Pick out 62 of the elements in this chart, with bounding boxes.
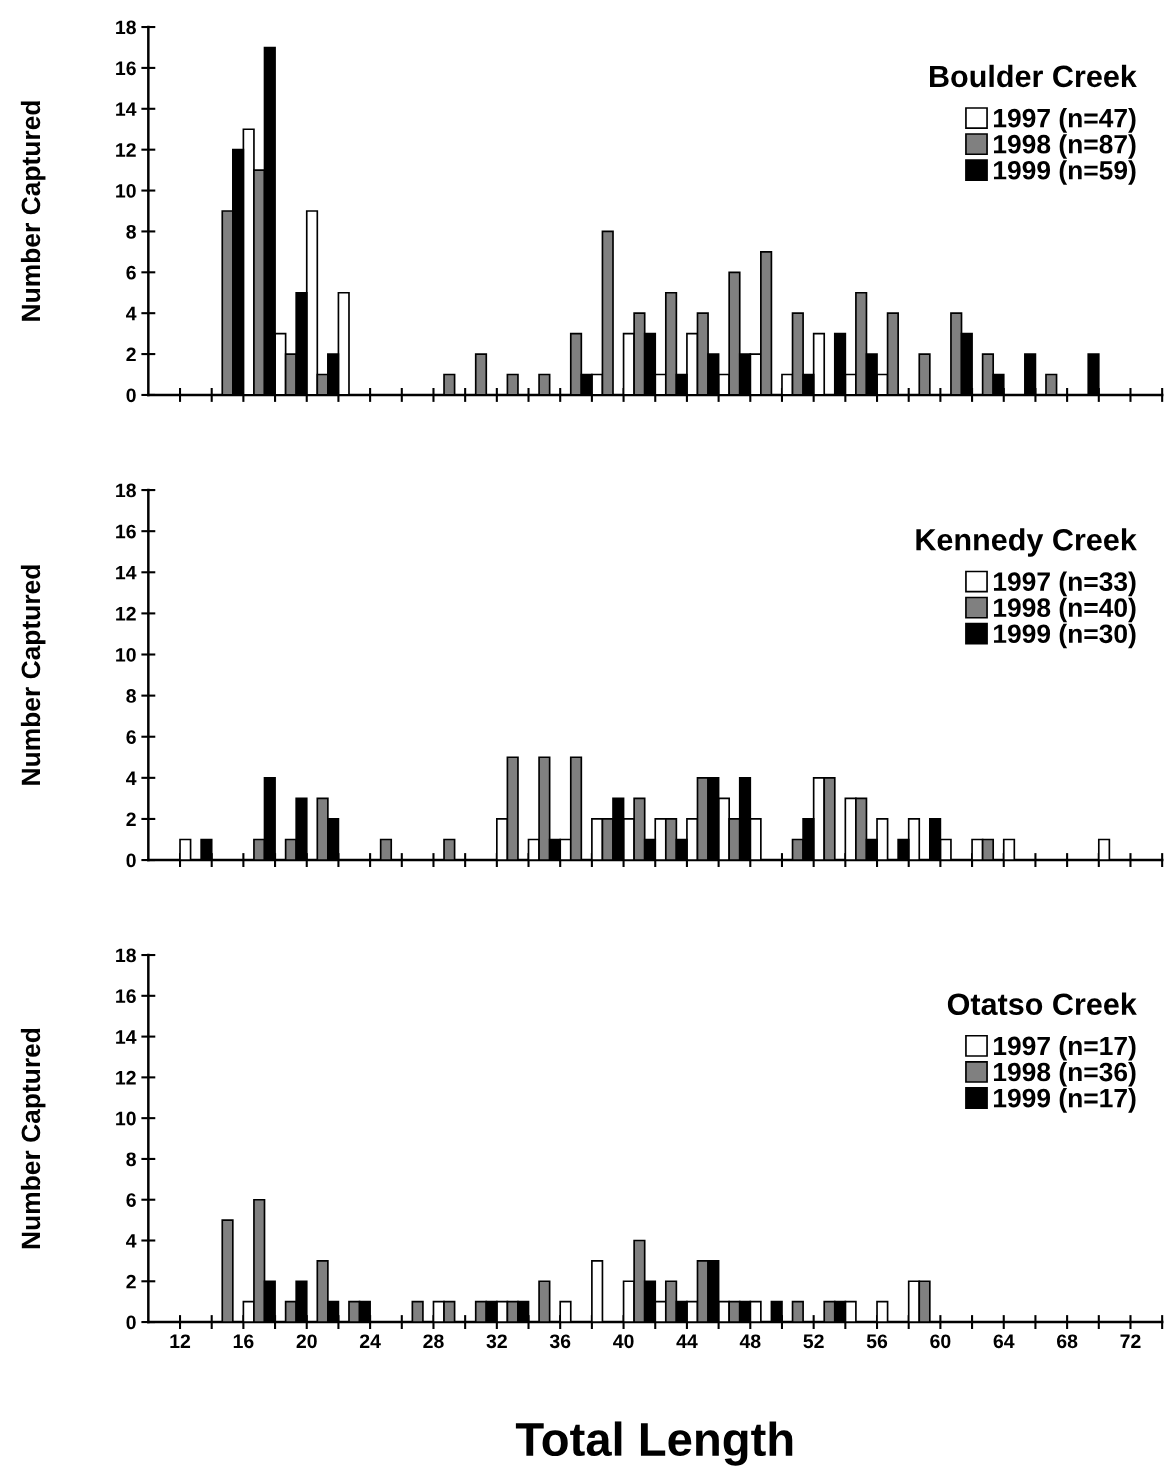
y-axis-title: Number Captured [20,565,46,785]
legend-label: 1998 (n=87) [993,134,1136,159]
legend-label: 1998 (n=36) [993,1061,1136,1087]
x-tick-label: 32 [486,1334,507,1349]
legend-label: 1999 (n=17) [993,1088,1136,1113]
x-tick-label: 12 [170,1334,191,1348]
y-tick-label: 4 [126,771,137,785]
x-tick-label: 36 [549,1334,571,1349]
y-tick-label: 8 [126,689,136,703]
y-tick-label: 0 [126,1315,136,1330]
x-tick-label: 44 [676,1334,698,1348]
y-axis-title: Number Captured [20,1028,46,1249]
y-tick-label: 18 [116,948,136,963]
y-tick-label: 18 [116,483,136,498]
y-tick-label: 6 [126,265,136,280]
legend-label: 1997 (n=47) [993,108,1136,133]
y-tick-label: 4 [126,306,137,321]
y-tick-label: 6 [126,730,136,744]
x-tick-label: 28 [423,1334,444,1349]
y-tick-label: 16 [116,61,136,76]
x-axis-title: Total Length [515,1421,793,1466]
x-tick-label: 68 [1057,1334,1078,1349]
legend-label: 1997 (n=33) [993,571,1136,597]
x-tick-label: 64 [993,1334,1015,1349]
y-tick-label: 2 [126,812,136,826]
text: Kennedy Creek [916,528,1137,557]
y-tick-label: 2 [126,347,136,362]
y-tick-label: 6 [126,1193,136,1207]
y-tick-label: 14 [116,565,137,580]
y-tick-label: 16 [116,524,136,539]
x-tick-label: 52 [803,1334,824,1349]
x-tick-label: 20 [296,1334,317,1349]
legend-label: 1999 (n=59) [993,160,1136,185]
x-tick-label: 48 [739,1334,761,1349]
x-tick-label: 16 [233,1334,254,1349]
text: Boulder Creek [930,64,1137,88]
y-tick-label: 4 [126,1234,137,1248]
legend-label: 1998 (n=40) [993,597,1136,623]
x-tick-label: 60 [930,1334,951,1349]
y-tick-label: 8 [126,1152,136,1167]
y-tick-label: 12 [116,1070,136,1085]
y-tick-label: 12 [116,606,136,621]
x-tick-label: 72 [1120,1334,1141,1348]
y-tick-label: 10 [116,184,136,198]
x-tick-label: 56 [866,1334,888,1349]
y-tick-label: 16 [116,989,136,1004]
y-tick-label: 2 [126,1274,136,1289]
y-tick-label: 10 [116,1111,136,1126]
legend-label: 1997 (n=17) [993,1035,1136,1061]
x-tick-label: 24 [359,1334,381,1348]
y-tick-label: 10 [116,647,136,662]
y-tick-label: 18 [116,20,136,35]
legend-label: 1999 (n=30) [993,623,1136,649]
y-tick-label: 0 [126,388,136,403]
y-tick-label: 0 [126,853,136,868]
y-axis-title: Number Captured [20,101,46,321]
y-tick-label: 14 [116,102,137,116]
y-tick-label: 12 [116,143,136,157]
text: Otatso Creek [947,992,1137,1016]
y-tick-label: 14 [116,1030,137,1044]
x-tick-label: 40 [613,1334,634,1349]
y-tick-label: 8 [126,224,136,239]
